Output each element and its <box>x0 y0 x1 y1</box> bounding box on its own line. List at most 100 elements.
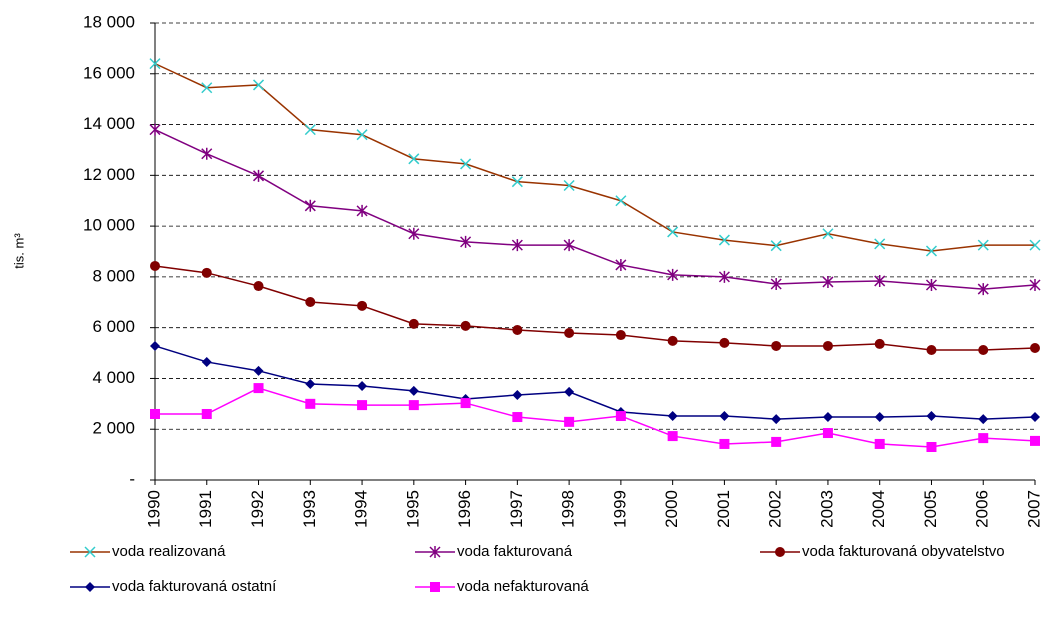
marker <box>511 239 523 252</box>
marker <box>511 176 523 188</box>
y-tick-label: 12 000 <box>83 165 135 184</box>
marker <box>356 204 368 217</box>
legend-label: voda nefakturovaná <box>457 578 589 595</box>
series-line <box>154 345 1036 420</box>
y-tick-label: 4 000 <box>92 368 135 387</box>
marker <box>978 345 989 356</box>
marker <box>564 386 575 397</box>
legend-label: voda fakturovaná <box>457 543 573 560</box>
marker <box>460 235 472 248</box>
marker <box>719 337 730 348</box>
marker <box>512 389 523 400</box>
legend-item: voda fakturovaná <box>415 543 573 560</box>
series <box>150 260 1040 356</box>
x-tick-label: 1996 <box>455 490 474 528</box>
marker <box>304 124 316 136</box>
marker <box>201 147 213 160</box>
marker <box>822 428 833 439</box>
marker <box>977 239 989 251</box>
series <box>150 340 1040 425</box>
marker <box>430 582 440 592</box>
x-tick-label: 2006 <box>973 490 992 528</box>
x-tick-label: 2004 <box>869 490 888 528</box>
marker <box>874 338 885 349</box>
legend-label: voda fakturovaná obyvatelstvo <box>802 543 1005 560</box>
marker <box>667 226 679 238</box>
series-line <box>155 387 1036 448</box>
marker <box>564 416 575 427</box>
marker <box>150 340 160 351</box>
marker <box>85 582 95 592</box>
marker <box>564 327 575 338</box>
marker <box>460 398 471 409</box>
x-tick-label: 2002 <box>766 490 785 528</box>
marker <box>512 324 523 335</box>
marker <box>771 414 782 425</box>
x-tick-label: 2007 <box>1024 490 1043 528</box>
marker <box>84 546 96 558</box>
marker <box>667 335 678 346</box>
marker <box>408 318 419 329</box>
marker <box>357 381 368 392</box>
series-line <box>154 62 1035 252</box>
marker <box>305 398 316 409</box>
x-tick-label: 2001 <box>714 490 733 528</box>
x-tick-label: 1992 <box>248 490 267 528</box>
y-tick-label: 14 000 <box>83 114 135 133</box>
series-line <box>154 265 1036 351</box>
x-tick-label: 1990 <box>144 490 163 528</box>
marker <box>667 431 678 442</box>
marker <box>771 436 782 447</box>
marker <box>150 408 160 419</box>
series-line <box>154 128 1036 290</box>
legend-item: voda realizovaná <box>70 543 226 560</box>
x-tick-label: 1999 <box>610 490 629 528</box>
marker <box>1030 412 1040 423</box>
marker <box>252 169 265 182</box>
legend-item: voda fakturovaná obyvatelstvo <box>760 543 1005 560</box>
y-tick-label: 18 000 <box>83 12 135 31</box>
marker <box>667 268 679 281</box>
marker <box>357 400 368 411</box>
marker <box>305 297 316 308</box>
marker <box>822 275 834 288</box>
x-tick-label: 1998 <box>559 490 578 528</box>
marker <box>719 411 730 422</box>
marker <box>770 277 782 290</box>
x-tick-label: 1995 <box>403 490 422 528</box>
marker <box>874 274 886 287</box>
y-tick-label: 10 000 <box>83 216 135 235</box>
marker <box>718 270 730 283</box>
marker <box>201 267 212 278</box>
marker <box>150 260 160 271</box>
x-tick-label: 2005 <box>921 490 940 528</box>
marker <box>926 441 937 452</box>
marker <box>253 365 264 376</box>
marker <box>356 129 368 141</box>
marker <box>978 414 989 425</box>
marker <box>253 281 264 292</box>
y-tick-label: 16 000 <box>83 63 135 82</box>
marker <box>357 300 368 311</box>
marker <box>201 408 212 419</box>
series <box>150 383 1040 452</box>
marker <box>874 238 886 250</box>
y-tick-label: - <box>129 469 135 488</box>
marker <box>615 330 626 341</box>
marker <box>201 356 212 367</box>
marker <box>874 438 885 449</box>
marker <box>770 240 782 252</box>
marker <box>977 283 989 296</box>
marker <box>771 340 782 351</box>
marker <box>408 385 419 396</box>
series <box>149 123 1041 296</box>
marker <box>926 345 937 356</box>
marker <box>512 412 523 423</box>
marker <box>149 123 161 136</box>
marker <box>1030 435 1040 446</box>
marker <box>822 228 834 240</box>
marker <box>925 279 938 292</box>
marker <box>408 153 420 165</box>
y-axis-label: tis. m³ <box>11 233 26 269</box>
